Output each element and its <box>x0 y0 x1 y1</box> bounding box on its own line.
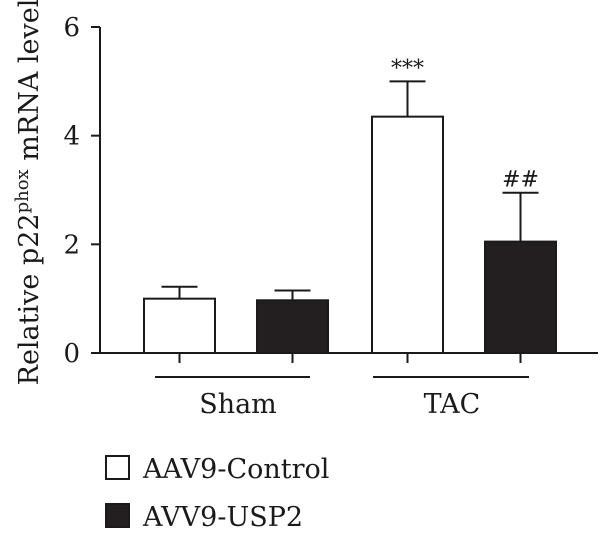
significance-label: ## <box>502 168 539 193</box>
bars: *** ## <box>143 56 557 355</box>
y-tick-label: 6 <box>63 13 80 43</box>
y-tick-label: 0 <box>63 339 80 369</box>
legend-swatch-usp2 <box>105 503 130 528</box>
group-label-sham: Sham <box>199 389 277 420</box>
y-axis-label: Relative p22phox mRNA level <box>12 0 45 385</box>
y-axis-label-superscript: phox <box>12 169 33 213</box>
y-tick-label: 2 <box>63 230 80 260</box>
y-axis-label-main: Relative p22 <box>14 213 45 385</box>
bar-sham-control <box>143 297 216 354</box>
legend-label-control: AAV9-Control <box>142 454 329 485</box>
group-label-tac: TAC <box>424 389 481 420</box>
legend-swatch-control <box>105 455 130 480</box>
bar-tac-usp2 <box>484 240 557 354</box>
axes: 0 2 4 6 Sham TAC <box>63 13 598 420</box>
legend: AAV9-Control AVV9-USP2 <box>105 454 329 533</box>
bar-sham-usp2 <box>256 299 329 354</box>
y-tick-label: 4 <box>63 122 80 152</box>
legend-label-usp2: AVV9-USP2 <box>142 502 303 533</box>
bar-tac-control <box>371 115 444 355</box>
significance-label: *** <box>391 56 424 81</box>
y-axis-label-rest: mRNA level <box>14 0 45 169</box>
